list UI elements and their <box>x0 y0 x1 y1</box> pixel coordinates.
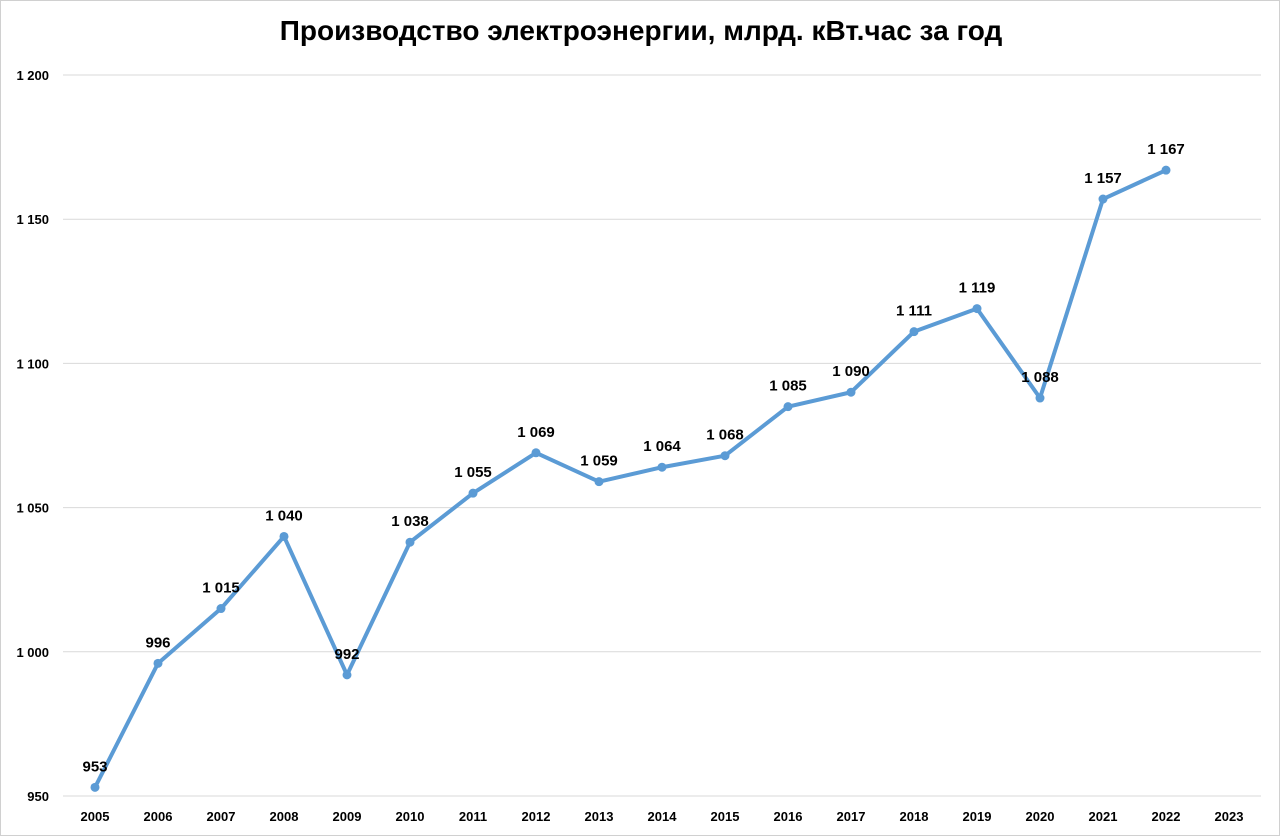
data-label: 1 015 <box>202 580 240 597</box>
data-label: 992 <box>334 646 359 663</box>
data-point <box>405 537 415 547</box>
data-point <box>783 402 793 412</box>
y-tick-label: 1 000 <box>16 645 49 660</box>
data-point <box>909 327 919 337</box>
x-tick-label: 2021 <box>1089 809 1118 824</box>
x-tick-label: 2017 <box>837 809 866 824</box>
data-point <box>90 782 100 792</box>
data-label: 1 167 <box>1147 141 1185 158</box>
x-tick-label: 2007 <box>207 809 236 824</box>
x-tick-label: 2023 <box>1215 809 1244 824</box>
data-point <box>720 451 730 461</box>
x-tick-label: 2019 <box>963 809 992 824</box>
y-tick-label: 1 100 <box>16 356 49 371</box>
x-tick-label: 2022 <box>1152 809 1181 824</box>
data-point <box>846 387 856 397</box>
data-point <box>1161 165 1171 175</box>
data-point <box>1035 393 1045 403</box>
data-point <box>531 448 541 458</box>
data-label: 1 088 <box>1021 369 1059 386</box>
y-tick-label: 1 150 <box>16 212 49 227</box>
x-tick-label: 2018 <box>900 809 929 824</box>
x-tick-label: 2008 <box>270 809 299 824</box>
data-point <box>657 462 667 472</box>
x-tick-label: 2011 <box>459 809 487 824</box>
x-tick-label: 2016 <box>774 809 803 824</box>
data-label: 1 157 <box>1084 170 1122 187</box>
data-point <box>216 604 226 614</box>
y-tick-label: 1 050 <box>16 501 49 516</box>
x-tick-label: 2013 <box>585 809 614 824</box>
x-tick-label: 2009 <box>333 809 362 824</box>
data-label: 953 <box>82 758 107 775</box>
data-label: 1 111 <box>896 303 932 320</box>
data-label: 1 090 <box>832 363 870 380</box>
x-tick-label: 2014 <box>648 809 678 824</box>
data-label: 1 055 <box>454 464 492 481</box>
data-point <box>972 304 982 314</box>
x-tick-label: 2020 <box>1026 809 1055 824</box>
x-tick-label: 2006 <box>144 809 173 824</box>
x-tick-label: 2012 <box>522 809 551 824</box>
data-label: 1 085 <box>769 378 807 395</box>
data-label: 1 038 <box>391 513 429 530</box>
chart-title: Производство электроэнергии, млрд. кВт.ч… <box>279 15 1003 46</box>
data-point <box>342 670 352 680</box>
data-point <box>279 531 289 541</box>
data-point <box>153 658 163 668</box>
data-point <box>594 477 604 487</box>
data-label: 1 059 <box>580 453 618 470</box>
data-label: 1 068 <box>706 427 744 444</box>
data-label: 1 064 <box>643 438 681 455</box>
x-tick-label: 2010 <box>396 809 425 824</box>
y-tick-label: 950 <box>27 789 49 804</box>
series-line <box>93 168 1168 790</box>
x-tick-label: 2005 <box>81 809 110 824</box>
data-label: 996 <box>145 634 170 651</box>
y-tick-label: 1 200 <box>16 68 49 83</box>
data-point <box>468 488 478 498</box>
data-label: 1 040 <box>265 507 303 524</box>
x-tick-label: 2015 <box>711 809 740 824</box>
data-label: 1 119 <box>959 280 996 297</box>
data-label: 1 069 <box>517 424 555 441</box>
data-point <box>1098 194 1108 204</box>
